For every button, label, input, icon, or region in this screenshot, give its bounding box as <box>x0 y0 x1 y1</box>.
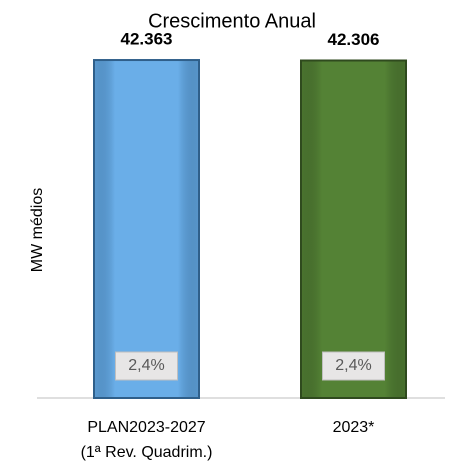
annotation: 2,4% <box>335 357 371 374</box>
bar <box>300 59 407 400</box>
x-tick-label: PLAN2023-2027 <box>87 419 205 436</box>
annotation-box <box>322 351 385 381</box>
chart-title: Crescimento Anual <box>148 10 316 32</box>
value-label: 42.363 <box>121 30 173 49</box>
annotation: 2,4% <box>128 357 164 374</box>
value-label: 42.306 <box>328 30 380 49</box>
bar <box>93 59 200 399</box>
y-axis-label: MW médios <box>29 188 46 272</box>
x-tick-label: (1ª Rev. Quadrim.) <box>81 444 213 461</box>
x-tick-label: 2023* <box>333 419 375 436</box>
annotation-box <box>115 351 178 381</box>
